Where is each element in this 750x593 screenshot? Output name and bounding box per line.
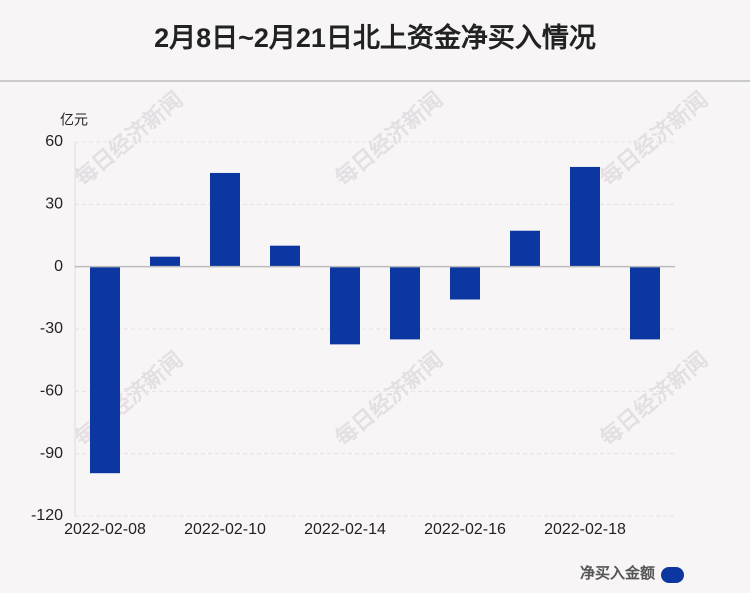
- bar: [630, 266, 660, 340]
- x-tick-label: 2022-02-10: [184, 521, 266, 538]
- bar: [450, 266, 480, 300]
- chart-title: 2月8日~2月21日北上资金净买入情况: [154, 22, 596, 53]
- bar: [210, 172, 240, 267]
- bar: [510, 230, 540, 267]
- y-tick-label: 0: [54, 258, 63, 275]
- y-tick-label: -120: [31, 507, 63, 524]
- x-tick-label: 2022-02-16: [424, 521, 506, 538]
- y-tick-label: -30: [40, 320, 63, 337]
- x-tick-label: 2022-02-14: [304, 521, 386, 538]
- x-tick-label: 2022-02-18: [544, 521, 626, 538]
- bar: [330, 266, 360, 345]
- y-tick-label: -90: [40, 445, 63, 462]
- y-tick-label: 60: [45, 133, 63, 150]
- y-axis-label: 亿元: [60, 112, 88, 128]
- legend-swatch: [661, 567, 684, 583]
- x-tick-label: 2022-02-08: [64, 521, 146, 538]
- y-tick-label: 30: [45, 196, 63, 213]
- y-tick-label: -60: [40, 383, 63, 400]
- bar: [390, 266, 420, 340]
- bar: [90, 266, 120, 474]
- legend-label: 净买入金额: [580, 564, 655, 582]
- bar: [270, 245, 300, 267]
- bar: [150, 256, 180, 267]
- bar: [570, 166, 600, 267]
